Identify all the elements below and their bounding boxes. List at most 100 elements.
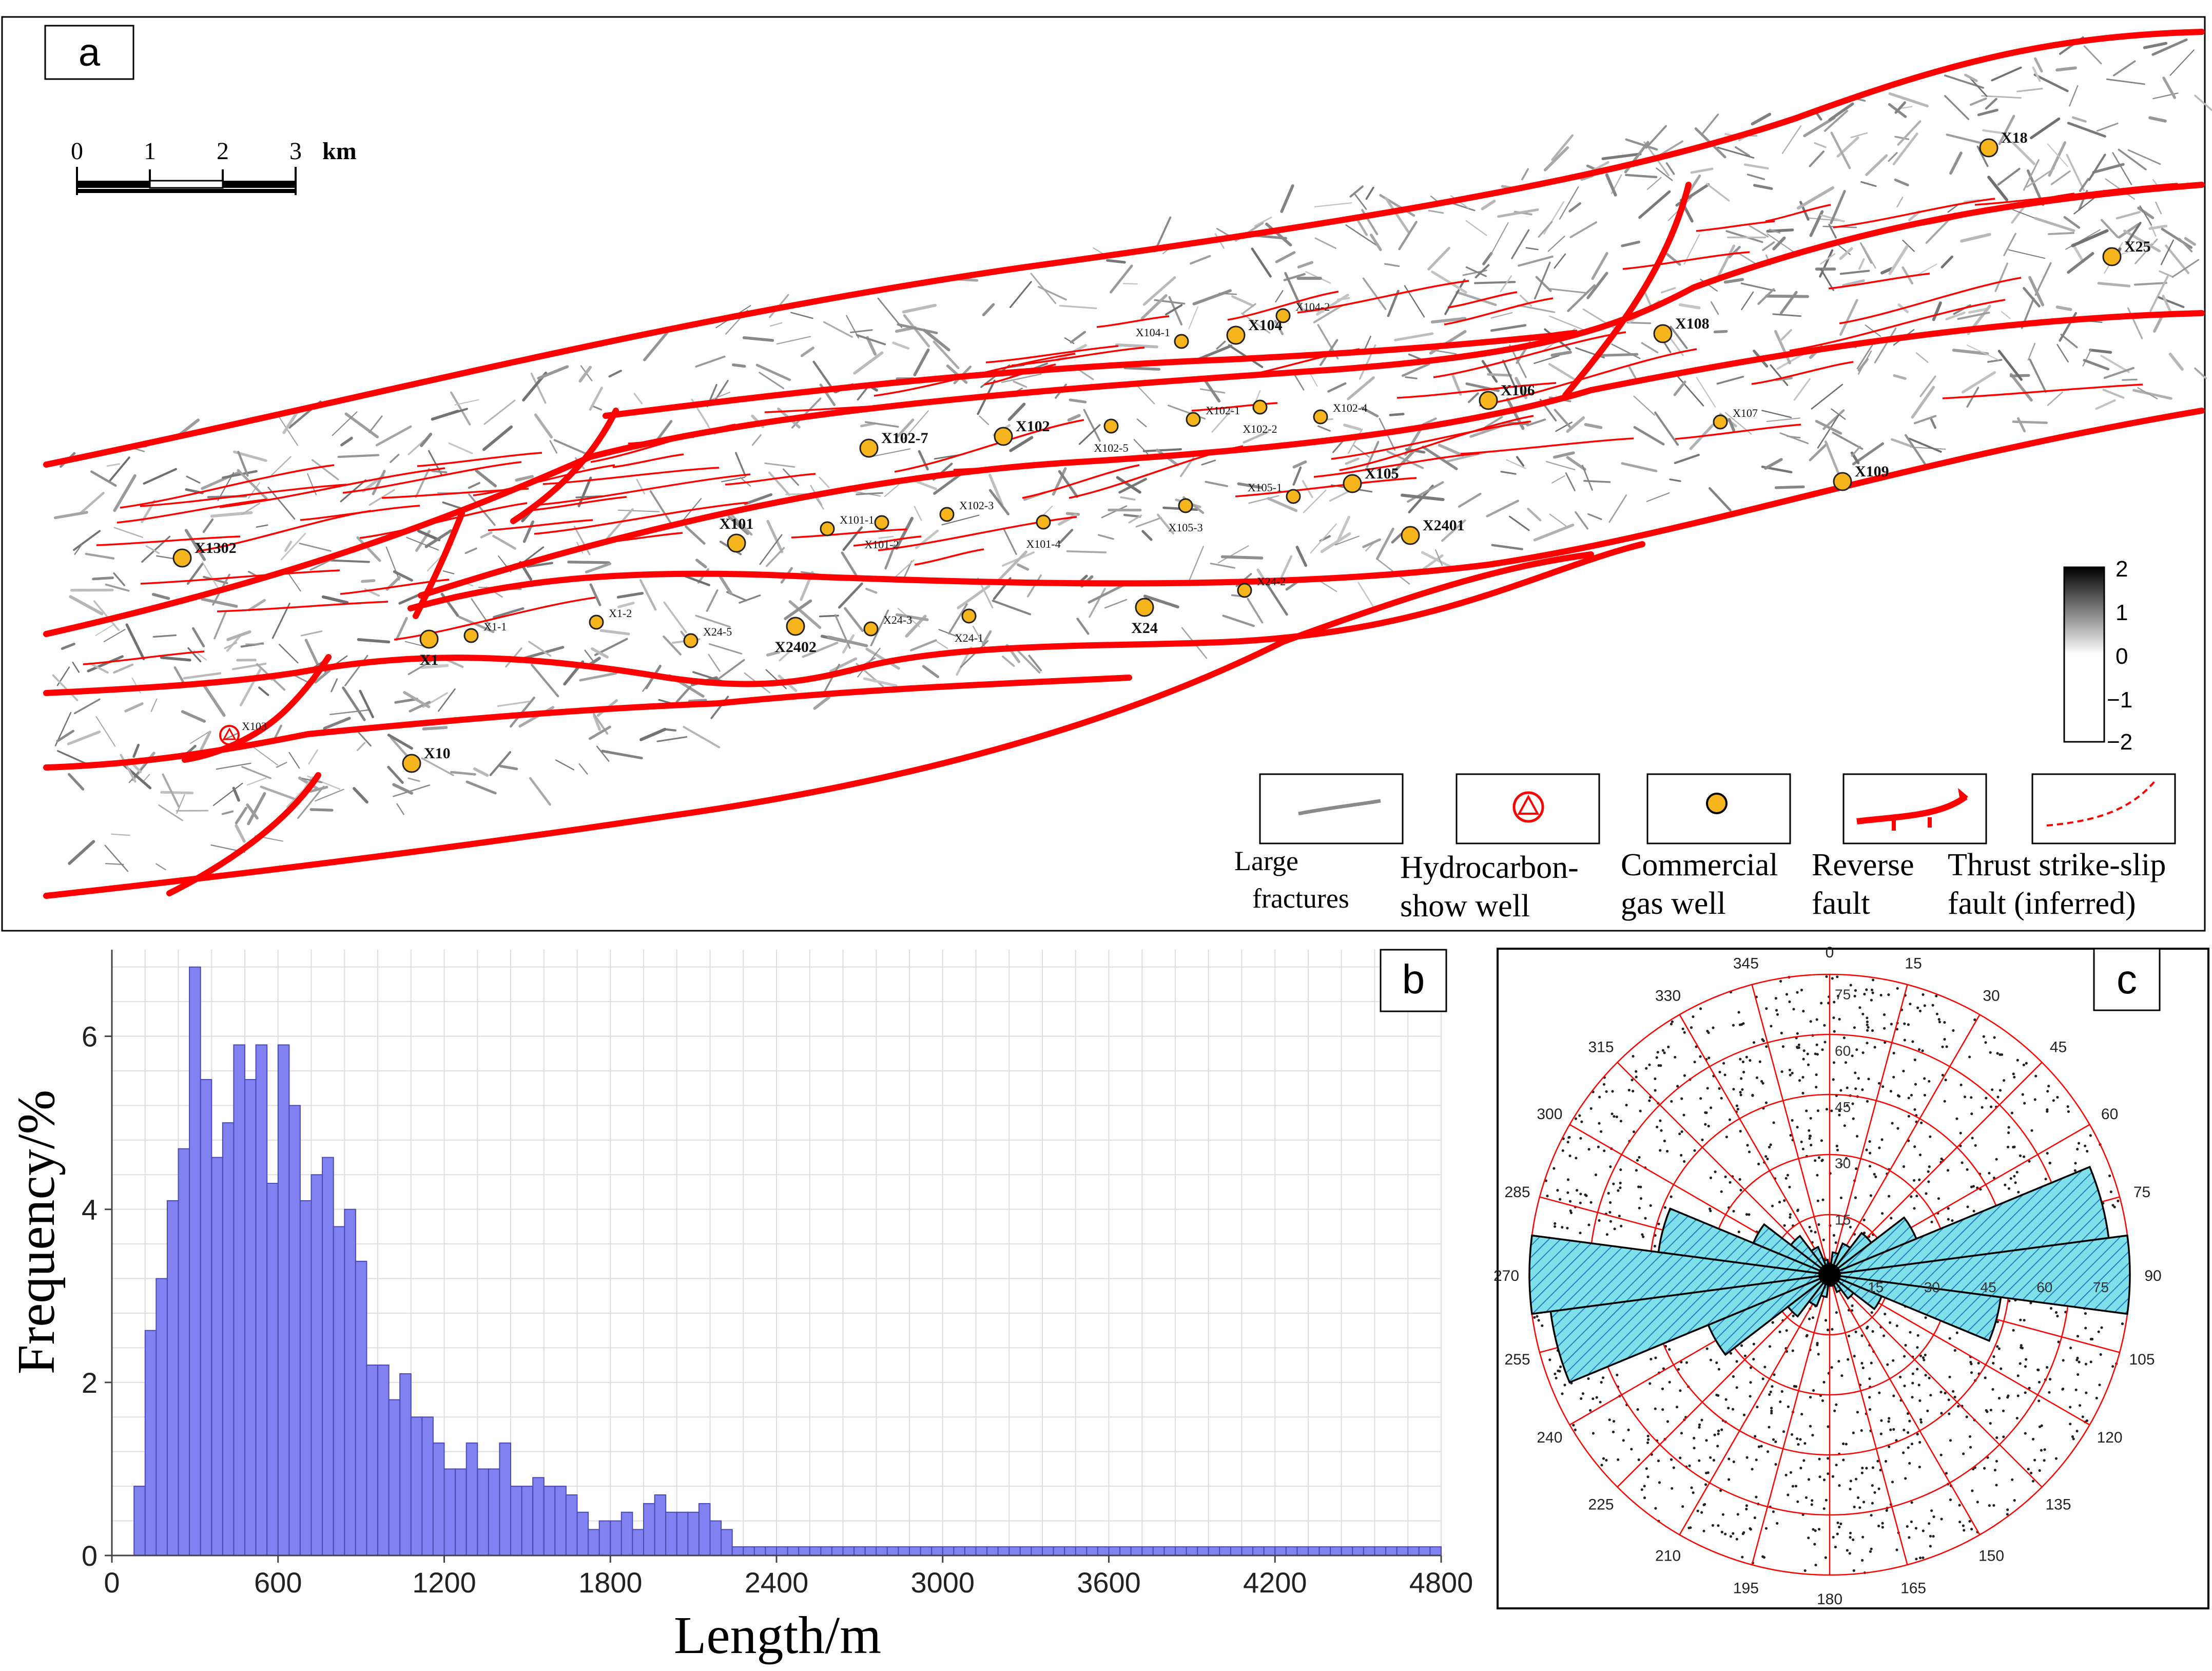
fracture-stroke bbox=[1626, 321, 1652, 324]
fracture-stroke bbox=[2012, 209, 2034, 219]
well-x101[interactable]: X101 bbox=[720, 515, 754, 553]
well-x101-1[interactable]: X101-1 bbox=[820, 513, 874, 536]
pole-dot bbox=[1668, 1380, 1671, 1384]
fracture-stroke bbox=[2097, 282, 2131, 287]
pole-dot bbox=[1862, 1218, 1866, 1221]
histogram-bar bbox=[565, 1494, 578, 1556]
well-x1302[interactable]: X1302 bbox=[172, 540, 237, 568]
fracture-stroke bbox=[1254, 216, 1272, 227]
fracture-stroke bbox=[1141, 530, 1153, 541]
well-x102-3[interactable]: X102-3 bbox=[939, 499, 994, 522]
pole-dot bbox=[2029, 1301, 2032, 1304]
well-x109[interactable]: X109 bbox=[1833, 463, 1889, 491]
radial-label-north: 60 bbox=[1835, 1043, 1851, 1059]
well-x24-3[interactable]: X24-3 bbox=[863, 613, 912, 637]
fracture-stroke bbox=[1007, 402, 1026, 421]
well-x104-1[interactable]: X104-1 bbox=[1136, 326, 1189, 349]
fracture-stroke bbox=[2118, 148, 2147, 170]
fracture-stroke bbox=[475, 469, 497, 488]
fracture-stroke bbox=[755, 363, 791, 381]
fracture-stroke bbox=[1597, 353, 1639, 357]
pole-dot bbox=[1830, 1109, 1833, 1112]
fracture-stroke bbox=[2148, 224, 2168, 230]
pole-dot bbox=[1533, 1316, 1536, 1319]
well-x102-1[interactable]: X102-1 bbox=[1186, 404, 1240, 427]
pole-dot bbox=[1908, 1536, 1911, 1539]
fracture-stroke bbox=[948, 603, 968, 635]
well-x108[interactable]: X108 bbox=[1653, 315, 1710, 343]
well-x102-7[interactable]: X102-7 bbox=[859, 430, 928, 458]
pole-dot bbox=[1638, 1156, 1641, 1159]
pole-dot bbox=[1796, 1208, 1799, 1212]
fracture-stroke bbox=[1994, 262, 2008, 292]
well-x106[interactable]: X106 bbox=[1479, 382, 1535, 410]
pole-dot bbox=[1849, 1536, 1852, 1539]
well-x24-2[interactable]: X24-2 bbox=[1237, 575, 1286, 598]
pole-dot bbox=[1732, 1088, 1735, 1091]
pole-dot bbox=[1890, 1217, 1893, 1220]
well-x25[interactable]: X25 bbox=[2102, 238, 2151, 266]
well-x105-1[interactable]: X105-1 bbox=[1248, 481, 1301, 504]
reverse-fault-1 bbox=[43, 29, 2205, 468]
pole-dot bbox=[1609, 1165, 1612, 1168]
fracture-stroke bbox=[1555, 421, 1573, 432]
pole-dot bbox=[1786, 1174, 1789, 1177]
pole-dot bbox=[1903, 1355, 1906, 1358]
histogram-bar bbox=[366, 1365, 379, 1557]
fracture-stroke bbox=[596, 745, 610, 762]
histogram-bar bbox=[831, 1546, 844, 1557]
fracture-stroke bbox=[727, 515, 749, 535]
well-x105[interactable]: X105 bbox=[1343, 465, 1399, 493]
pole-dot bbox=[1918, 1154, 1922, 1157]
well-x104[interactable]: X104 bbox=[1226, 317, 1283, 345]
well-x102-5[interactable]: X102-5 bbox=[1094, 418, 1129, 454]
pole-dot bbox=[1568, 1200, 1572, 1203]
pole-dot bbox=[1908, 1462, 1911, 1465]
well-x101-2[interactable]: X101-2 bbox=[864, 515, 899, 551]
well-x107[interactable]: X107 bbox=[1713, 407, 1758, 430]
pole-dot bbox=[1948, 1337, 1951, 1340]
well-x2401[interactable]: X2401 bbox=[1401, 517, 1465, 545]
fracture-stroke bbox=[663, 601, 687, 633]
fracture-stroke bbox=[1862, 245, 1876, 269]
fracture-stroke bbox=[1608, 494, 1627, 523]
pole-dot bbox=[1737, 1231, 1740, 1234]
fracture-stroke bbox=[844, 607, 864, 632]
azimuth-label: 330 bbox=[1655, 987, 1681, 1004]
well-x103[interactable]: X103 bbox=[219, 720, 267, 745]
pole-dot bbox=[1607, 1192, 1610, 1195]
fracture-stroke bbox=[1059, 529, 1074, 544]
panel-c: 0153045607590105120135150165180195210225… bbox=[1493, 944, 2209, 1609]
well-x1-1[interactable]: X1-1 bbox=[463, 620, 507, 643]
well-x18[interactable]: X18 bbox=[1979, 129, 2028, 158]
pole-dot bbox=[2022, 1063, 2025, 1066]
pole-dot bbox=[2024, 1432, 2027, 1435]
well-x24-5[interactable]: X24-5 bbox=[683, 625, 732, 648]
well-x24[interactable]: X24 bbox=[1131, 598, 1158, 637]
fracture-stroke bbox=[276, 762, 287, 768]
rose-spoke bbox=[1829, 1274, 1908, 1565]
well-x102-4[interactable]: X102-4 bbox=[1313, 401, 1367, 425]
fracture-stroke bbox=[529, 777, 551, 806]
pole-dot bbox=[1820, 1159, 1823, 1162]
well-x1[interactable]: X1 bbox=[419, 629, 439, 668]
well-x105-3[interactable]: X105-3 bbox=[1168, 498, 1203, 534]
pole-dot bbox=[1599, 1400, 1602, 1404]
pole-dot bbox=[2085, 1419, 2088, 1423]
fracture-stroke bbox=[331, 678, 338, 693]
thrust-fault-line bbox=[140, 484, 347, 507]
pole-dot bbox=[1554, 1372, 1557, 1375]
well-x101-4[interactable]: X101-4 bbox=[1026, 514, 1061, 550]
well-x104-2[interactable]: X104-2 bbox=[1275, 300, 1330, 323]
well-x1-2[interactable]: X1-2 bbox=[589, 607, 632, 630]
gas-well-marker bbox=[1103, 418, 1119, 434]
well-x10[interactable]: X10 bbox=[402, 745, 451, 773]
well-x2402[interactable]: X2402 bbox=[774, 617, 817, 656]
well-x102-2[interactable]: X102-2 bbox=[1243, 399, 1277, 435]
azimuth-label: 135 bbox=[2045, 1496, 2071, 1513]
well-x102[interactable]: X102 bbox=[994, 418, 1050, 446]
pole-dot bbox=[1825, 1108, 1829, 1111]
pole-dot bbox=[1928, 1522, 1931, 1525]
well-x24-1[interactable]: X24-1 bbox=[955, 608, 983, 644]
pole-dot bbox=[1955, 1331, 1958, 1334]
